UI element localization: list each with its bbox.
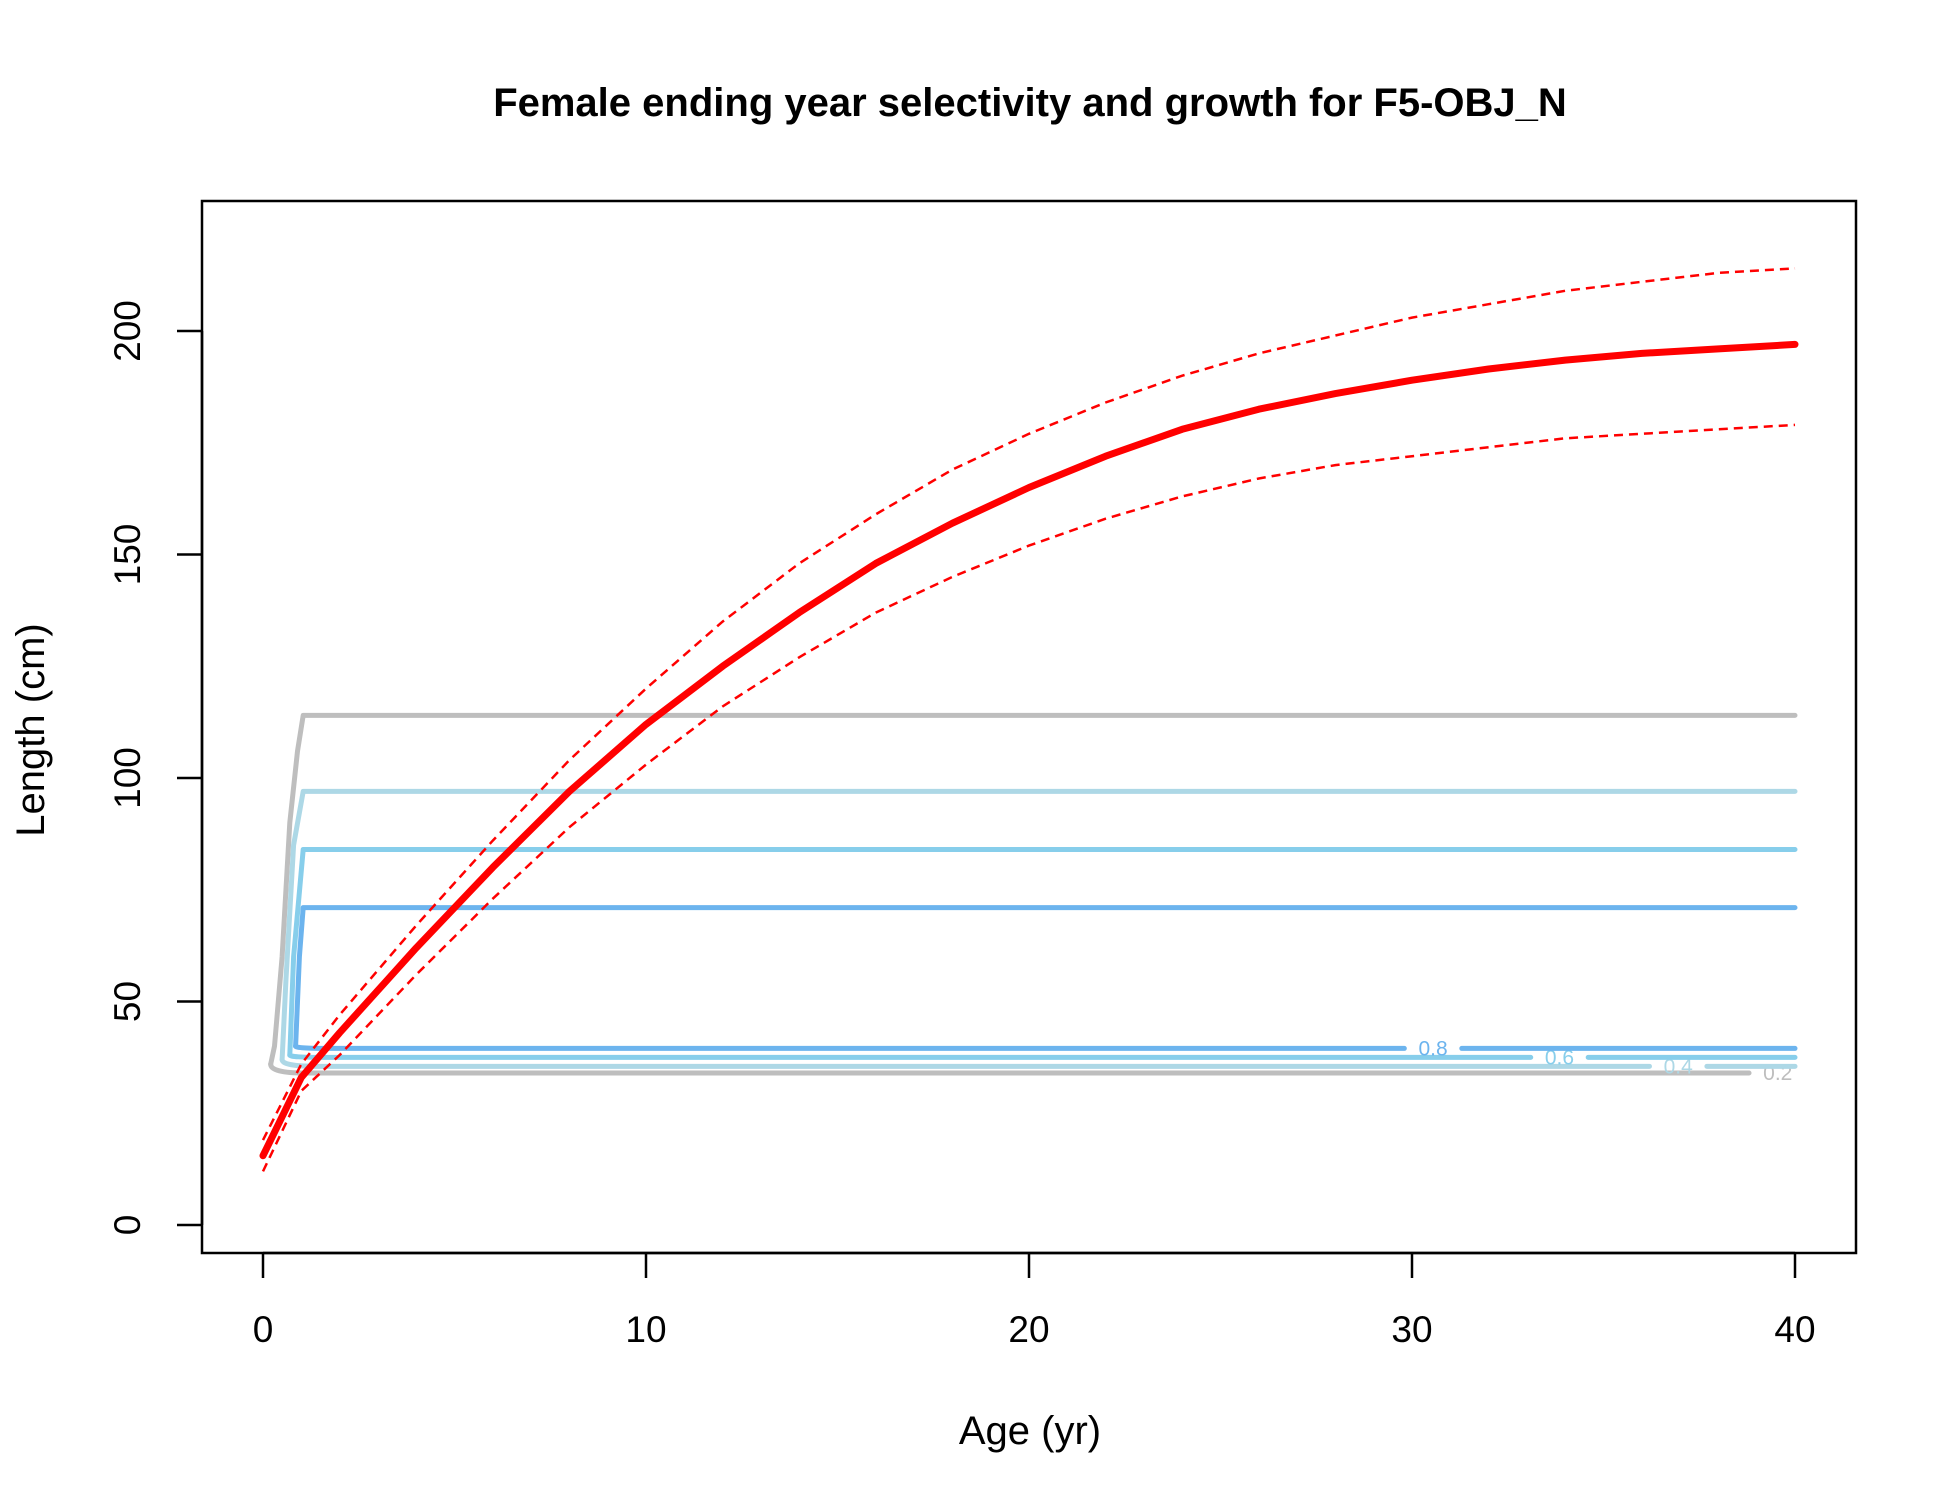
x-axis-title: Age (yr) xyxy=(959,1409,1101,1453)
y-axis: 0 50 100 150 200 xyxy=(107,300,204,1236)
x-tick-label: 0 xyxy=(253,1309,274,1350)
x-axis: 0 10 20 30 40 xyxy=(253,1251,1816,1350)
growth-upper-bound xyxy=(261,267,1796,1141)
selectivity-contour: 0.2 xyxy=(268,712,1798,1085)
x-tick-label: 20 xyxy=(1008,1309,1049,1350)
y-tick-label: 200 xyxy=(107,300,148,362)
y-tick-label: 150 xyxy=(107,524,148,586)
contour-line xyxy=(268,712,1798,1067)
growth-lower-bound xyxy=(261,423,1796,1172)
x-tick-label: 30 xyxy=(1391,1309,1432,1350)
y-tick-label: 50 xyxy=(107,981,148,1022)
contour-level-label: 0.4 xyxy=(1664,1055,1694,1078)
growth-mean-line xyxy=(259,340,1799,1160)
selectivity-contour: 0.8 xyxy=(293,905,1798,1060)
contour-line xyxy=(279,788,1798,1063)
contour-level-label: 0.8 xyxy=(1418,1037,1447,1060)
selectivity-contour: 0.6 xyxy=(287,847,1798,1069)
x-tick-label: 10 xyxy=(625,1309,666,1350)
y-axis-title: Length (cm) xyxy=(9,623,53,836)
selectivity-contour: 0.4 xyxy=(279,788,1798,1078)
growth-curves xyxy=(259,267,1799,1172)
contour-base-line xyxy=(293,1043,1798,1051)
contour-line xyxy=(287,847,1798,1058)
x-tick-label: 40 xyxy=(1774,1309,1815,1350)
contour-base-line xyxy=(287,1052,1798,1060)
y-tick-label: 0 xyxy=(107,1215,148,1236)
chart-title: Female ending year selectivity and growt… xyxy=(493,81,1567,125)
contour-level-label: 0.6 xyxy=(1545,1046,1574,1069)
contour-base-line xyxy=(279,1057,1798,1069)
selectivity-contours: 0.20.4 0.6 0.8 xyxy=(268,712,1798,1085)
y-tick-label: 100 xyxy=(107,747,148,809)
contour-line xyxy=(293,905,1798,1049)
